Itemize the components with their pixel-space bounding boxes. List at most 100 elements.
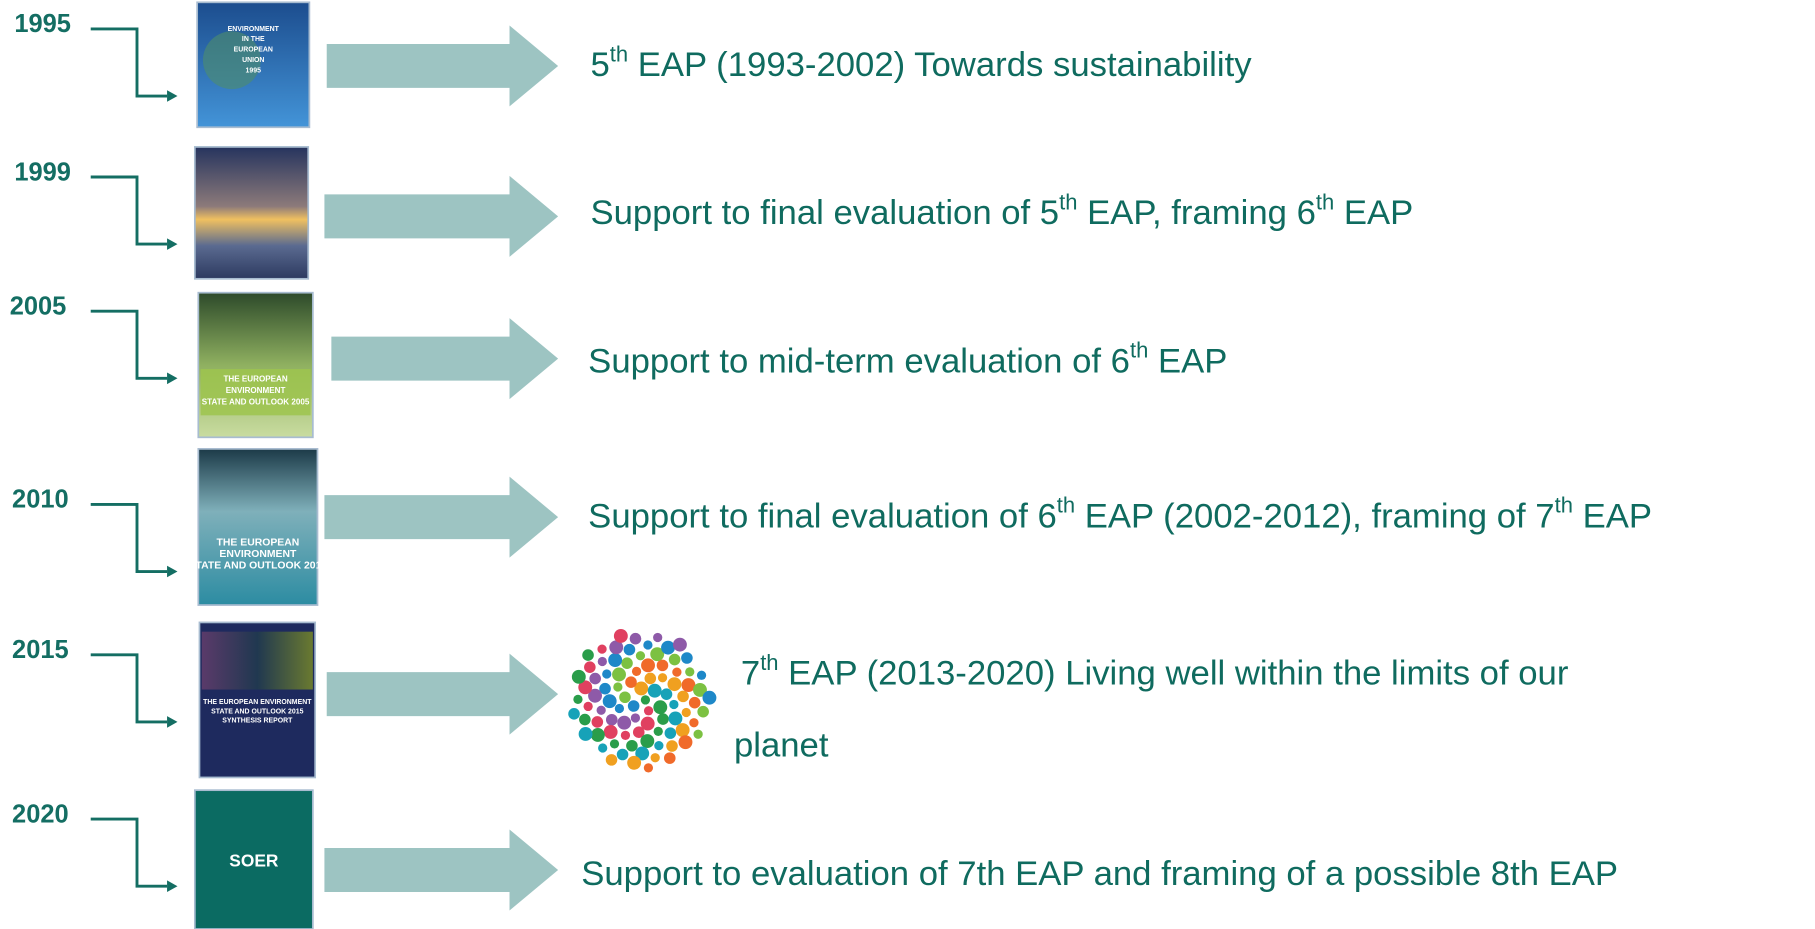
description: Support to final evaluation of 5th EAP, …: [591, 189, 1414, 232]
cover-photo: [201, 631, 313, 690]
icon-dot: [641, 658, 655, 673]
icon-dot: [654, 741, 664, 751]
icon-dot: [644, 672, 657, 685]
arrow: [326, 653, 559, 735]
icon-dot: [578, 680, 593, 695]
icon-dot: [647, 683, 662, 698]
icon-dot: [608, 653, 623, 667]
icon-dot: [702, 690, 717, 705]
icon-dot: [657, 713, 669, 725]
report-cover: [197, 291, 314, 439]
cover-text: ENVIRONMENT: [226, 386, 286, 395]
superscript: th: [1059, 189, 1077, 214]
icon-dot: [578, 727, 593, 741]
description: Support to mid-term evaluation of 6th EA…: [588, 338, 1227, 381]
icon-dot: [599, 682, 611, 695]
timeline-row: 2015 THE EUROPEAN ENVIRONMENT STATE AND OU…: [12, 621, 1568, 779]
year-label: 2010: [12, 486, 69, 514]
icon-dot: [589, 672, 601, 685]
icon-dot: [681, 652, 693, 664]
icon-dot: [678, 735, 693, 750]
icon-dot: [609, 739, 620, 749]
icon-dot: [631, 666, 642, 676]
description-part: 7: [741, 655, 760, 693]
icon-dot: [672, 667, 682, 677]
icon-dot: [693, 729, 703, 739]
connector: [90, 817, 168, 888]
icon-dot: [672, 637, 687, 652]
icon-dot: [609, 640, 624, 655]
icon-dot: [625, 676, 637, 688]
icon-dot: [619, 691, 631, 704]
icon-dot: [571, 669, 586, 684]
cover-text: THE EUROPEAN: [217, 537, 300, 548]
description-part: EAP (1993-2002) Towards sustainability: [628, 46, 1252, 84]
connector-head: [167, 372, 178, 385]
connector: [90, 27, 168, 98]
arrow: [324, 175, 559, 257]
superscript: th: [760, 650, 778, 675]
icon-dot: [689, 718, 699, 728]
icon-dot: [681, 678, 696, 693]
icon-dot: [643, 640, 653, 650]
icon-dot: [617, 715, 632, 730]
connector: [90, 175, 168, 246]
icon-dot: [623, 643, 636, 656]
description-part: planet: [734, 727, 829, 765]
connector: [90, 653, 168, 724]
icon-dot: [588, 688, 602, 703]
superscript: th: [610, 41, 628, 66]
icon-dot: [681, 707, 691, 718]
timeline-row: 2020 SOER Support to evaluation of 7th EAP…: [12, 789, 1618, 929]
icon-dot: [582, 649, 594, 661]
connector-head: [167, 716, 178, 728]
report-cover: [193, 146, 310, 280]
icon-dot: [635, 651, 646, 661]
icon-dot: [573, 694, 583, 704]
report-cover: [197, 448, 319, 606]
icon-dot: [653, 700, 668, 715]
icon-dot: [629, 632, 642, 645]
icon-dot: [660, 688, 673, 700]
icon-dot: [605, 713, 618, 726]
description-part: EAP, framing 6: [1077, 194, 1315, 232]
connector: [90, 309, 168, 380]
icon-dot: [697, 705, 709, 718]
superscript: th: [1316, 189, 1334, 214]
description-part: Support to final evaluation of 5: [591, 194, 1060, 232]
icon-dot: [643, 706, 654, 716]
year-label: 2015: [12, 636, 69, 664]
icon-dot: [669, 699, 679, 710]
icon-dot: [696, 670, 707, 680]
cover-text: IN THE: [242, 36, 265, 43]
icon-dot: [661, 640, 675, 655]
description-part: EAP (2002-2012), framing of 7: [1075, 497, 1554, 535]
cover-text: EUROPEAN: [234, 47, 273, 54]
icon-dot: [591, 716, 604, 728]
cover-text: THE EUROPEAN ENVIRONMENT: [203, 699, 312, 706]
icon-dot: [597, 644, 607, 654]
icon-dot: [584, 661, 596, 673]
icon-dot: [666, 740, 678, 752]
arrow: [324, 829, 559, 911]
description: planet: [734, 727, 829, 765]
icon-dot: [596, 705, 606, 715]
arrow: [331, 318, 559, 400]
year-label: 2020: [12, 800, 69, 828]
icon-dot: [597, 656, 607, 667]
description-part: Support to evaluation of 7th EAP and fra…: [581, 855, 1618, 893]
icon-dot: [612, 667, 626, 682]
connector-head: [167, 238, 178, 250]
icon-dot: [602, 694, 617, 709]
eap-icon: [568, 629, 717, 773]
icon-dot: [663, 752, 676, 764]
icon-dot: [685, 667, 695, 677]
cover-text: SOER: [229, 850, 279, 870]
icon-dot: [643, 763, 654, 773]
icon-dot: [635, 746, 650, 761]
icon-dot: [664, 727, 677, 739]
